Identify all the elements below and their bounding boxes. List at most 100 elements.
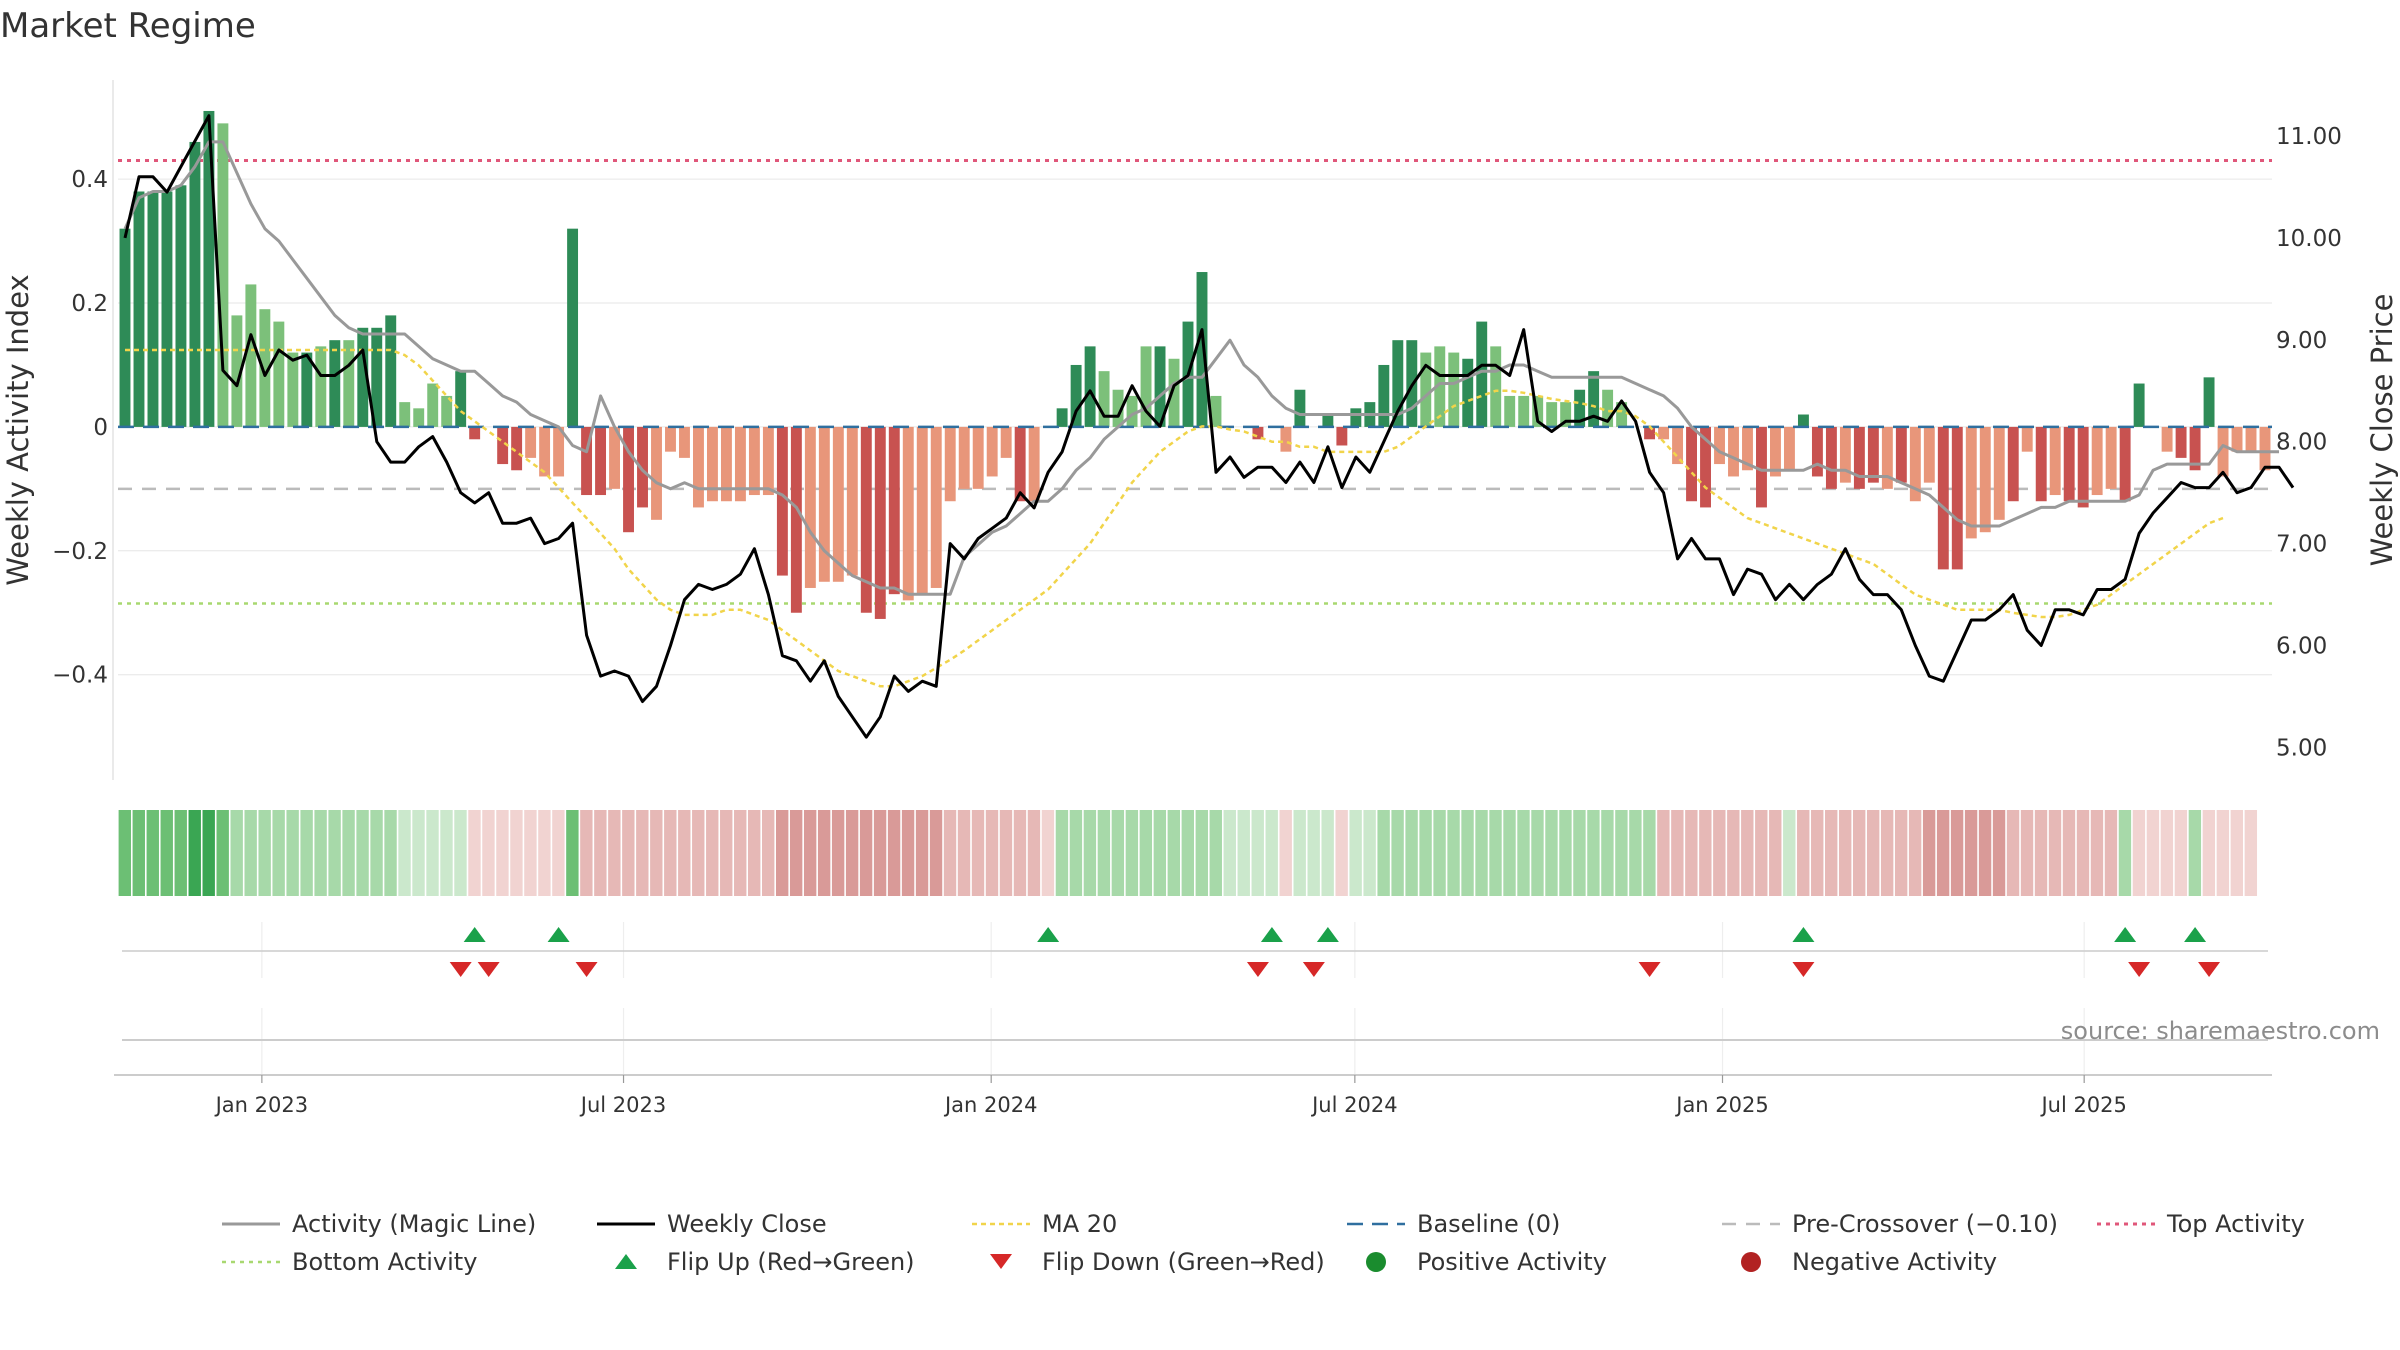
- activity-bar: [1979, 426, 1991, 533]
- flip-up-marker: [463, 927, 486, 942]
- x-axis-ticks: Jan 2023 Jul 2023 Jan 2024 Jul 2024 Jan 2025…: [214, 1075, 2127, 1117]
- activity-bar: [1770, 426, 1781, 477]
- regime-strip-cell: [398, 810, 411, 896]
- activity-bar: [1168, 358, 1180, 427]
- activity-bar: [846, 426, 858, 576]
- legend-item: MA 20: [972, 1210, 1117, 1238]
- reference-lines: [118, 159, 2272, 605]
- activity-bar: [147, 191, 159, 427]
- regime-strip-cell: [1825, 810, 1838, 896]
- activity-bar: [1504, 395, 1516, 427]
- regime-strip-cell: [426, 810, 439, 896]
- regime-strip-cell: [1769, 810, 1782, 896]
- y-left-tick-label: 0: [93, 415, 108, 441]
- regime-strip-cell: [2076, 810, 2090, 896]
- flip-up-marker: [2184, 927, 2207, 942]
- activity-bar: [1336, 426, 1348, 446]
- legend-item: Weekly Close: [597, 1210, 827, 1238]
- regime-strip-cell: [482, 810, 495, 896]
- activity-bar: [706, 426, 718, 502]
- flip-up-marker: [1037, 927, 1060, 942]
- regime-strip-cell: [2146, 810, 2160, 896]
- regime-strip-cell: [118, 810, 131, 896]
- activity-bar: [2063, 426, 2075, 502]
- regime-strip-cell: [286, 810, 299, 896]
- regime-strip-cell: [258, 810, 271, 896]
- regime-strip-cell: [328, 810, 341, 896]
- activity-bar: [2203, 377, 2215, 427]
- regime-strip-cell: [943, 810, 957, 896]
- activity-bar: [609, 426, 620, 489]
- activity-bar: [315, 346, 327, 427]
- activity-bar: [2259, 426, 2271, 471]
- activity-bar: [511, 426, 523, 471]
- regime-strip-cell: [859, 810, 873, 896]
- legend-label: Activity (Magic Line): [292, 1210, 536, 1238]
- regime-strip-cell: [2244, 810, 2258, 896]
- activity-bar: [1867, 426, 1879, 483]
- activity-bar: [1937, 426, 1949, 570]
- activity-bar: [1853, 426, 1865, 489]
- activity-bar: [1448, 352, 1460, 427]
- regime-strip-cell: [1950, 810, 1964, 896]
- right-axis-ticks: 11.00 10.00 9.00 8.00 7.00 6.00 5.00: [2276, 124, 2342, 761]
- flip-down-marker: [2128, 962, 2151, 977]
- regime-strip-cell: [1894, 810, 1908, 896]
- regime-strip-cell: [1783, 810, 1796, 896]
- regime-strip-cell: [1866, 810, 1880, 896]
- series-line-weekly-close: [123, 114, 2295, 739]
- activity-bar: [916, 426, 928, 595]
- regime-strip-cell: [1839, 810, 1852, 896]
- activity-bar: [2175, 426, 2187, 458]
- regime-strip-cell: [2202, 810, 2216, 896]
- legend-item: Flip Down (Green→Red): [990, 1248, 1325, 1276]
- activity-bar: [1378, 364, 1390, 427]
- regime-strip-cell: [915, 810, 929, 896]
- regime-strip-cell: [1139, 810, 1153, 896]
- regime-strip-cell: [1167, 810, 1181, 896]
- legend-label: Weekly Close: [667, 1210, 827, 1238]
- regime-strip-cell: [2006, 810, 2020, 896]
- regime-strip-cell: [524, 810, 537, 896]
- legend-item: Pre-Crossover (−0.10): [1722, 1210, 2058, 1238]
- regime-strip-cell: [1125, 810, 1139, 896]
- activity-bar: [1839, 426, 1851, 483]
- regime-strip-cell: [566, 810, 579, 896]
- legend-swatch: [615, 1254, 637, 1269]
- activity-bar: [1756, 426, 1767, 508]
- activity-bar: [2231, 426, 2243, 452]
- activity-bar: [1909, 426, 1921, 502]
- flip-up-marker: [1260, 927, 1283, 942]
- regime-strip-cell: [2174, 810, 2188, 896]
- activity-bar: [944, 426, 956, 502]
- regime-strip-cell: [1251, 810, 1264, 896]
- activity-bar: [1546, 402, 1558, 427]
- regime-strip-cell: [1797, 810, 1810, 896]
- y-right-tick-label: 8.00: [2276, 430, 2327, 456]
- regime-strip-cell: [1489, 810, 1502, 896]
- activity-bar: [133, 191, 145, 427]
- regime-strip-cell: [1223, 810, 1236, 896]
- regime-strip-cell: [692, 810, 705, 896]
- regime-strip-cell: [1503, 810, 1516, 896]
- activity-bar: [259, 309, 271, 427]
- regime-strip-cell: [1335, 810, 1348, 896]
- flip-down-marker: [449, 962, 472, 977]
- activity-bar: [888, 426, 900, 595]
- regime-strip-cell: [272, 810, 285, 896]
- regime-strip-cell: [1363, 810, 1376, 896]
- regime-strip-cell: [873, 810, 887, 896]
- activity-bar: [1280, 426, 1292, 452]
- regime-strip-cell: [454, 810, 467, 896]
- activity-bar: [413, 408, 425, 427]
- regime-strip-cell: [1307, 810, 1320, 896]
- activity-bar: [399, 402, 411, 427]
- activity-bar: [1420, 352, 1432, 427]
- regime-strip-cell: [1069, 810, 1083, 896]
- regime-strip-cell: [1657, 810, 1670, 896]
- legend-label: Baseline (0): [1417, 1210, 1560, 1238]
- regime-strip-cell: [1055, 810, 1069, 896]
- regime-strip-cell: [971, 810, 985, 896]
- activity-bar: [1686, 426, 1697, 502]
